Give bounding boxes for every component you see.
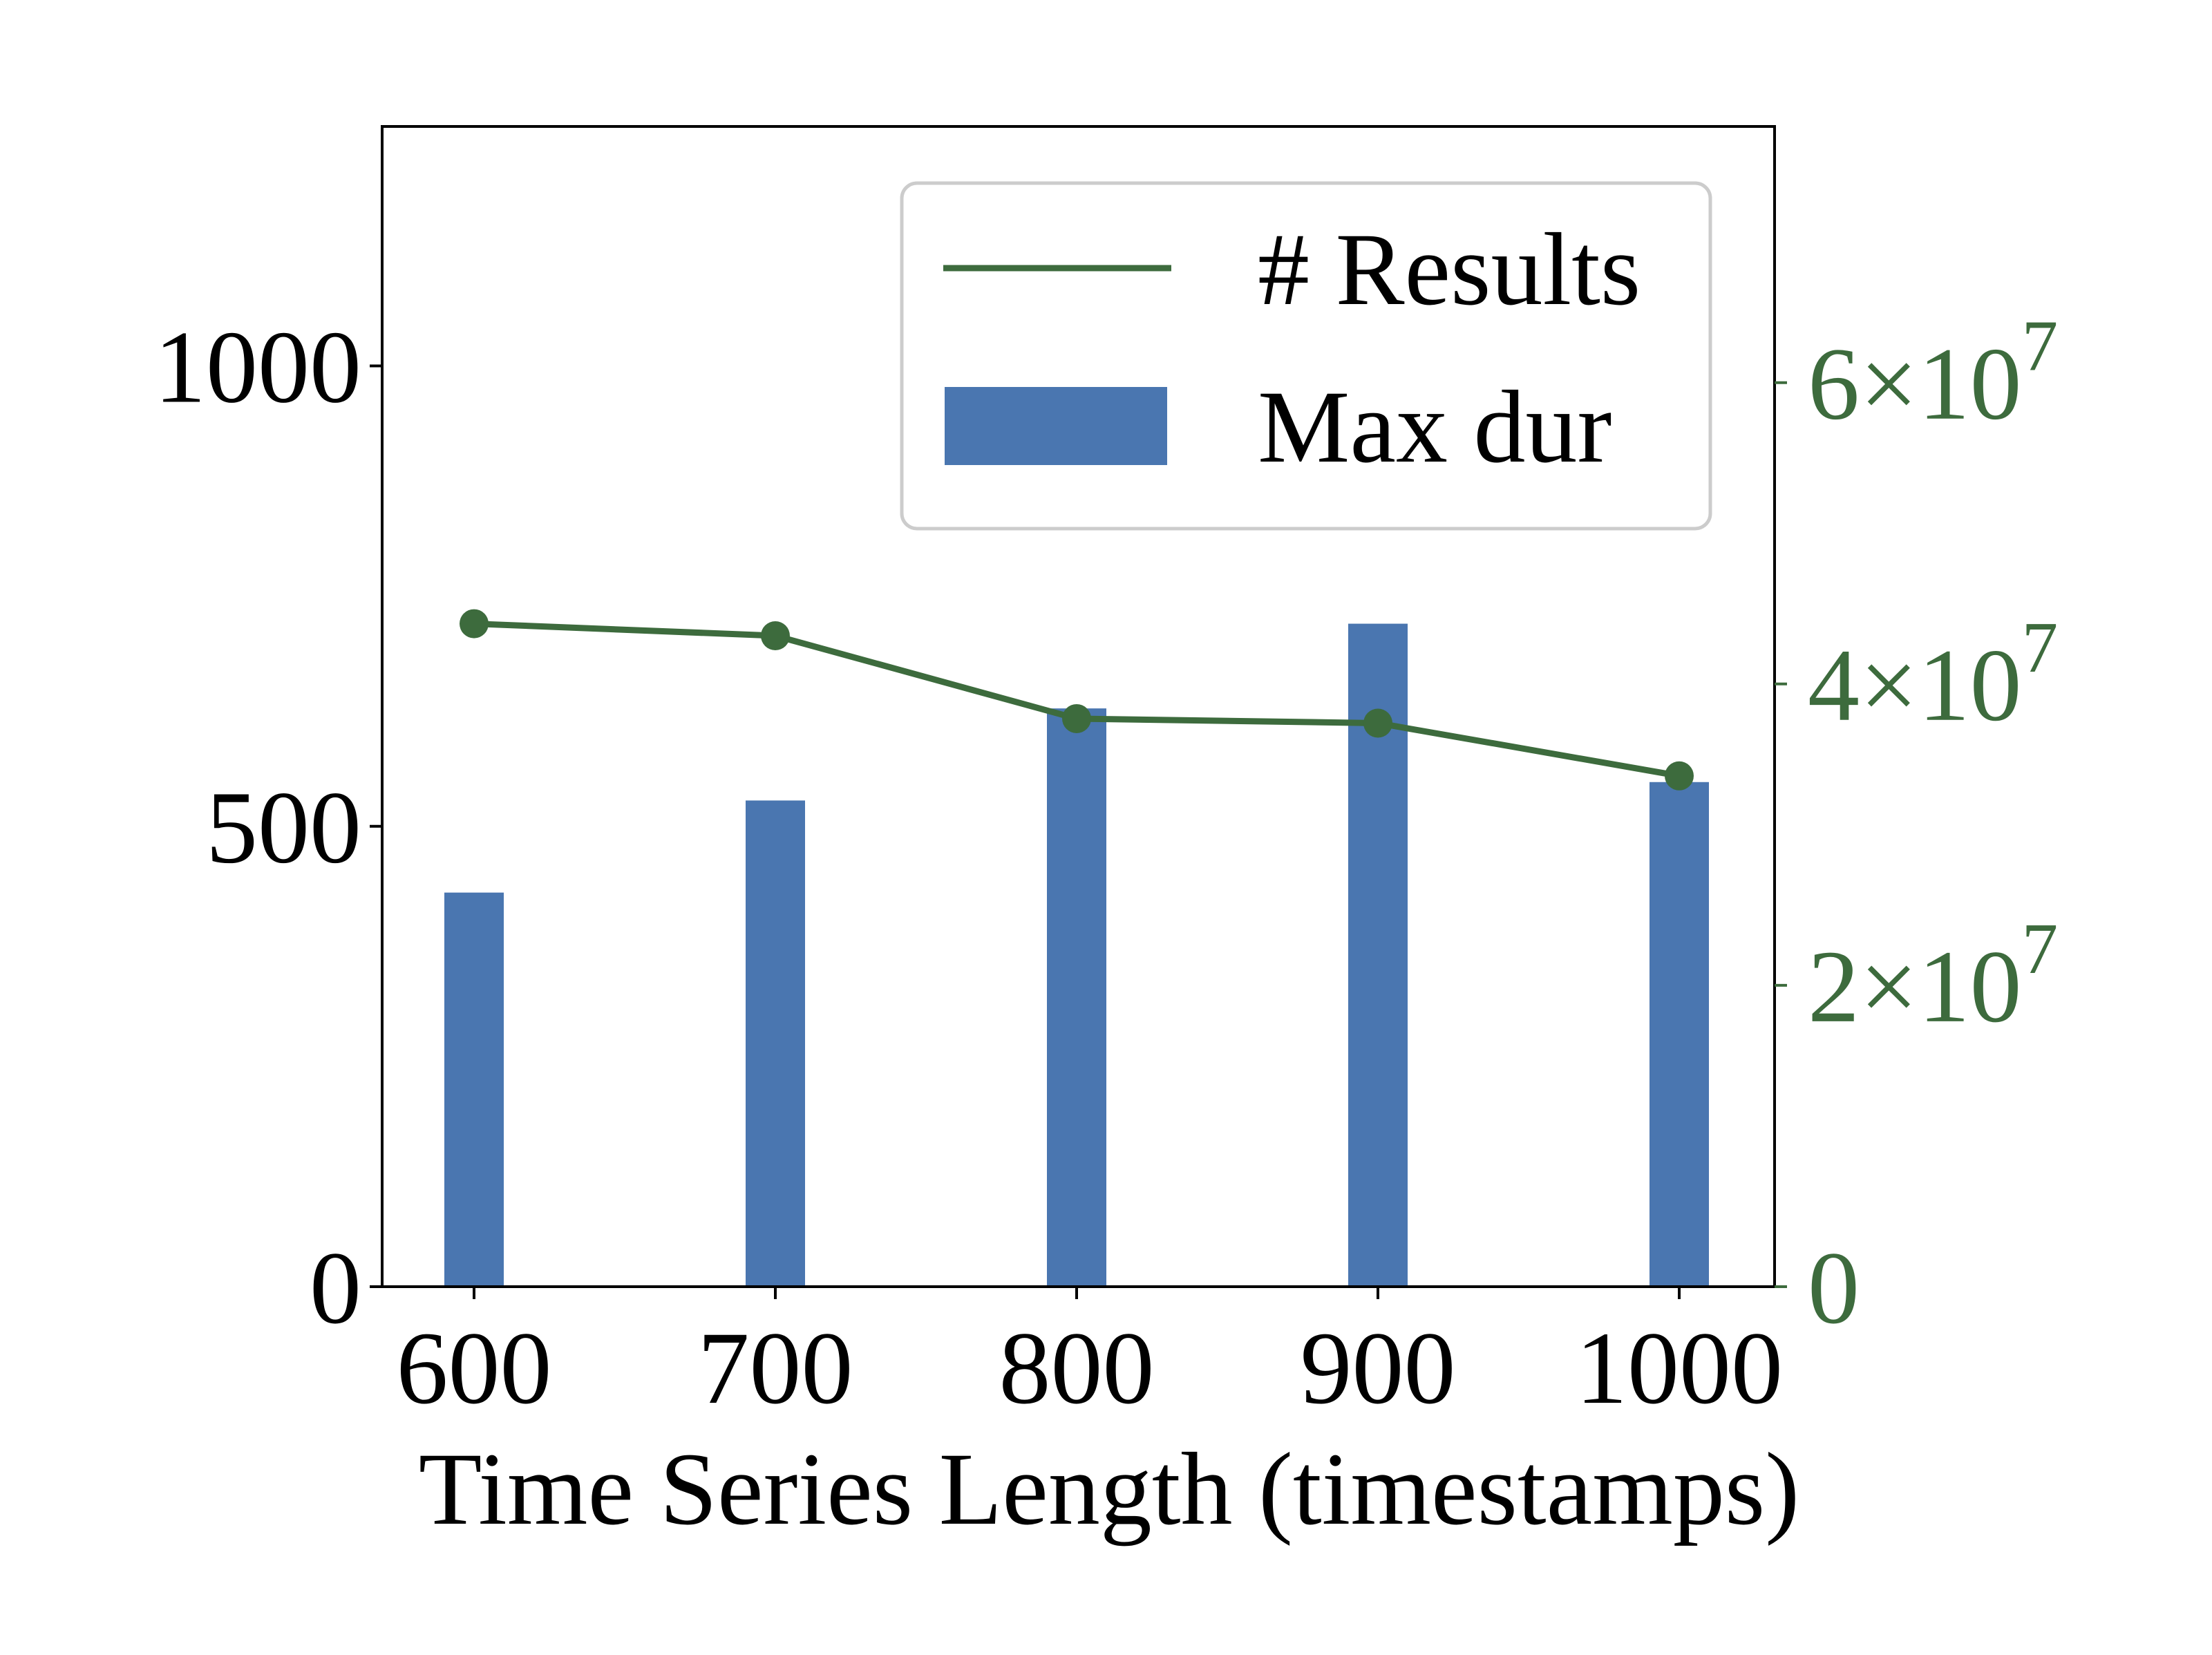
legend-swatch-max-dur (945, 387, 1167, 465)
bar-700 (746, 800, 805, 1287)
y-tick-label-1000: 1000 (154, 310, 361, 424)
results-point-700 (761, 621, 790, 651)
line-series-group (460, 609, 1694, 791)
y2-tick-label-20000000: 2×107 (1808, 908, 2058, 1044)
results-point-1000 (1665, 761, 1694, 791)
x-tick-label-700: 700 (698, 1311, 853, 1426)
y-tick-label-500: 500 (206, 770, 361, 885)
y2-tick-label-60000000: 6×107 (1808, 305, 2058, 442)
y2-tick-label-40000000: 4×107 (1808, 607, 2058, 743)
y-tick-label-0: 0 (310, 1231, 361, 1345)
bar-800 (1047, 708, 1106, 1287)
x-tick-label-900: 900 (1301, 1311, 1456, 1426)
x-tick-label-600: 600 (397, 1311, 552, 1426)
results-point-600 (460, 609, 489, 639)
y2-tick-label-0: 0 (1808, 1231, 1860, 1345)
results-point-900 (1363, 708, 1392, 738)
bar-600 (444, 892, 504, 1287)
plot-frame (381, 125, 1776, 1288)
legend-label-results: # Results (1258, 212, 1641, 327)
x-tick-label-800: 800 (999, 1311, 1155, 1426)
bar-1000 (1649, 782, 1709, 1287)
legend: # Results Max dur (900, 181, 1712, 531)
x-tick-label-1000: 1000 (1576, 1311, 1783, 1426)
x-axis-title: Time Series Length (timestamps) (419, 1432, 1799, 1547)
legend-label-max-dur: Max dur (1258, 370, 1611, 484)
results-point-800 (1062, 703, 1091, 733)
